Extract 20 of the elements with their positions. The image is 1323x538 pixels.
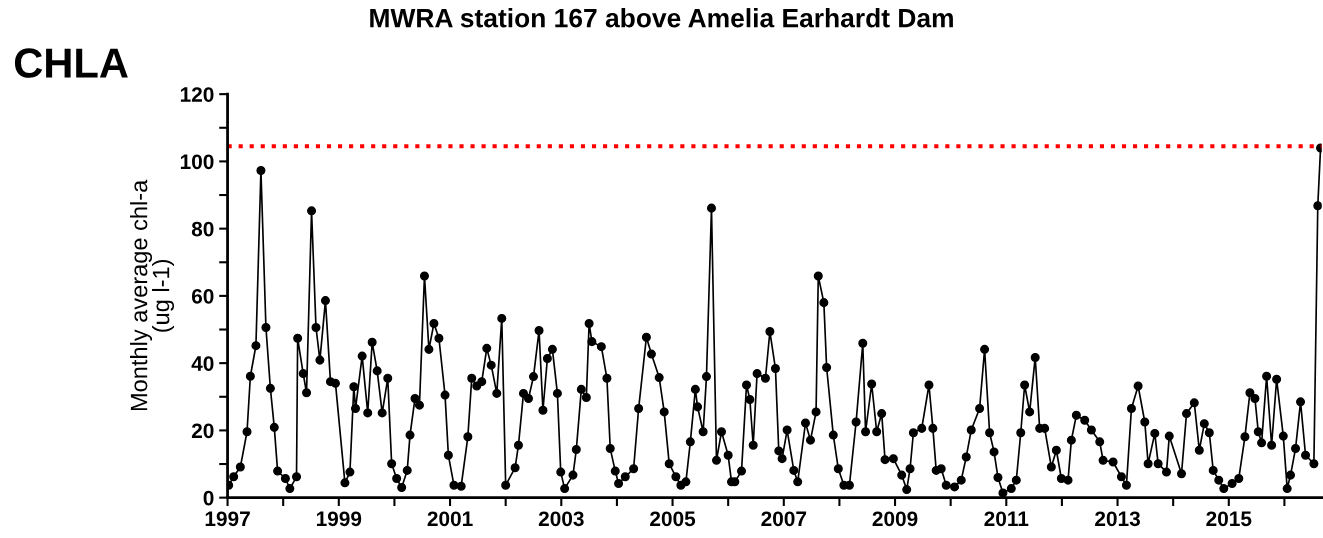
y-tick-label: 60 <box>191 288 214 304</box>
x-tick-label: 2007 <box>761 511 807 527</box>
text: CHLA <box>14 48 128 78</box>
x-tick-label: 2005 <box>650 511 696 527</box>
x-tick-label: 2013 <box>1095 511 1140 527</box>
x-tick-label: 2015 <box>1206 511 1252 527</box>
chart-title: MWRA station 167 above Amelia Earhardt Dam <box>370 8 953 28</box>
y-tick-label: 40 <box>191 356 214 371</box>
y-tick-label: 120 <box>180 87 214 102</box>
x-tick-label: 2009 <box>872 511 918 527</box>
x-tick-label: 2001 <box>427 511 473 527</box>
y-axis-title: Monthly average chl-a (ug l-1) <box>130 179 175 411</box>
y-tick-label: 80 <box>191 221 214 237</box>
x-tick-label: 2003 <box>538 511 584 527</box>
y-tick-label: 20 <box>191 423 214 439</box>
x-tick-label: 1999 <box>316 511 362 527</box>
y-tick-label: 0 <box>203 490 214 506</box>
x-tick-label: 2011 <box>984 511 1029 527</box>
y-tick-label: 100 <box>180 154 214 170</box>
x-tick-label: 1997 <box>205 511 250 527</box>
